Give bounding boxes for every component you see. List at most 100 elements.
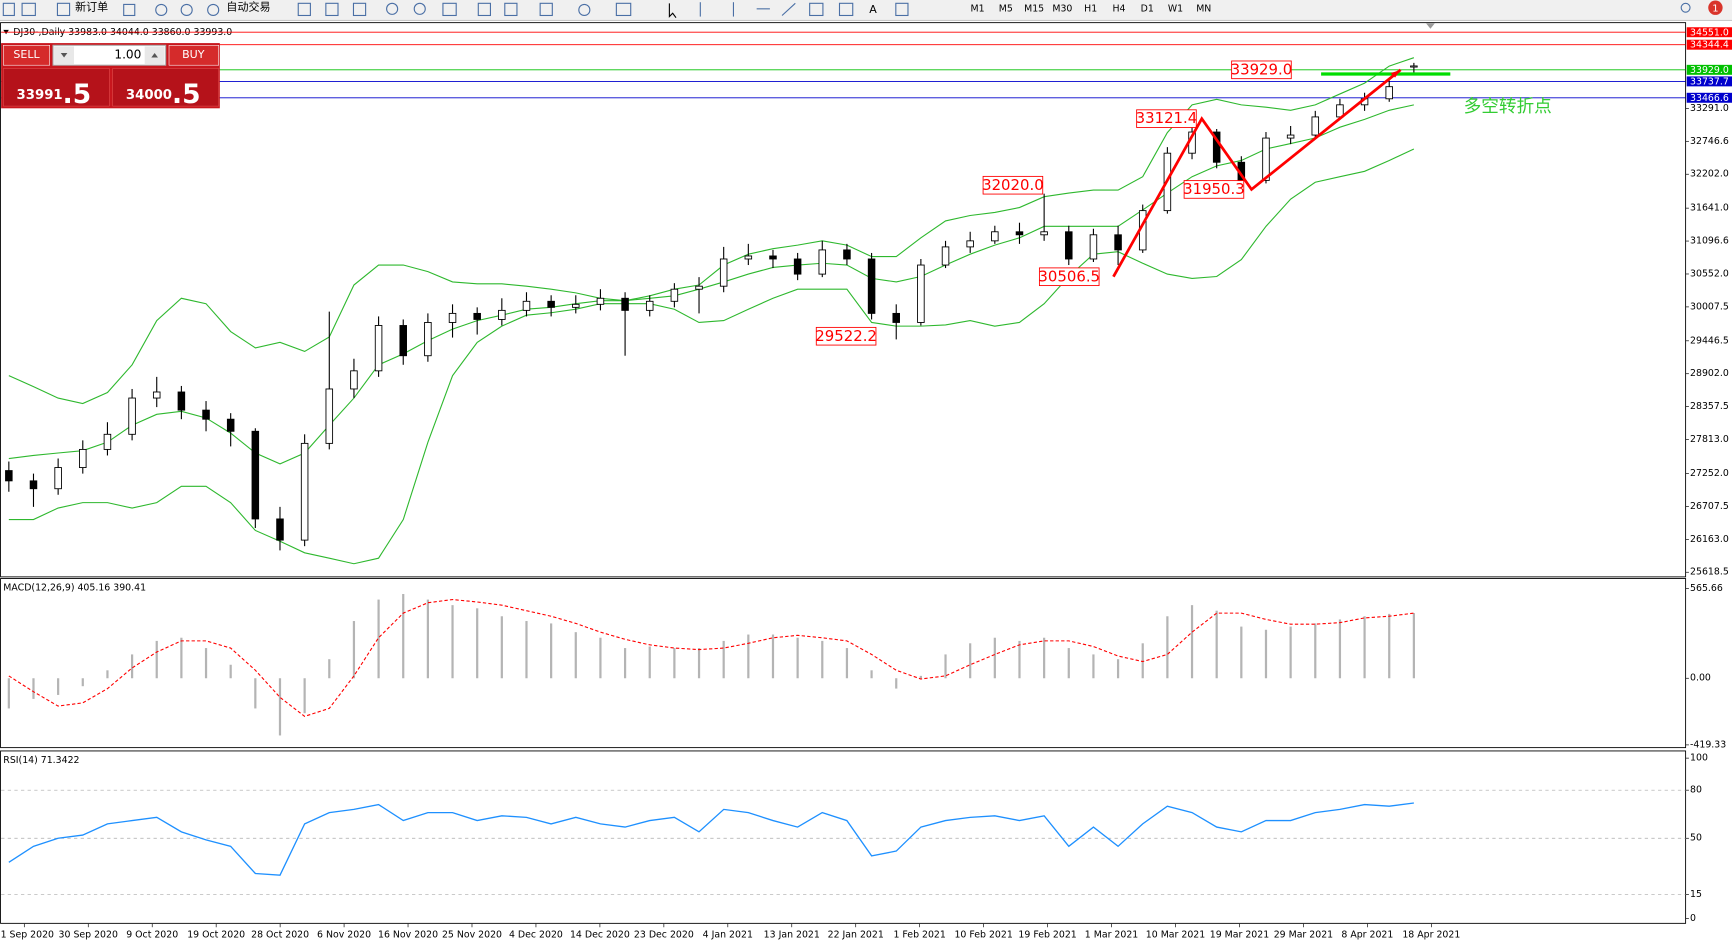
notification-badge[interactable] [1708, 0, 1723, 15]
candle-body [843, 249, 851, 260]
icon[interactable] [386, 2, 399, 15]
arrow-head [1390, 69, 1401, 78]
y-tick-label: 26707.5 [1690, 501, 1729, 512]
macd-bar [1043, 637, 1046, 679]
macd-bar [1018, 640, 1021, 679]
candle-body [103, 433, 112, 450]
sell-label: SELL [13, 48, 40, 61]
icon[interactable] [781, 2, 796, 16]
price-line-tag [1686, 39, 1732, 50]
timeframe-button[interactable]: W1 [1168, 3, 1183, 14]
x-tick-label: 19 Feb 2021 [1018, 929, 1076, 940]
annotation-box [982, 175, 1044, 195]
x-tick-label: 16 Nov 2020 [378, 929, 438, 940]
icon[interactable] [352, 2, 367, 17]
macd-bar [451, 605, 454, 679]
y-tick-label: 0 [1690, 913, 1696, 924]
icon[interactable] [504, 2, 518, 17]
icon[interactable] [809, 2, 824, 17]
macd-bar [919, 675, 922, 679]
candle-body [251, 430, 260, 520]
timeframe-button[interactable]: M1 [971, 3, 985, 14]
macd-bar [1289, 626, 1292, 679]
search-icon[interactable] [1680, 2, 1691, 13]
candle-body [1262, 137, 1270, 181]
price-line-label: 33737.7 [1690, 76, 1729, 87]
ask-box[interactable] [112, 68, 219, 107]
icon[interactable] [207, 3, 220, 17]
macd-bar [870, 670, 873, 679]
macd-bar [821, 640, 824, 679]
macd-signal [8, 598, 1414, 717]
icon[interactable] [123, 3, 136, 17]
candle-body [226, 418, 235, 432]
candle-body [325, 388, 334, 444]
y-tick-label: 80 [1690, 785, 1702, 796]
macd-bar [1314, 623, 1317, 679]
macd-bar [32, 678, 35, 699]
macd-bar [525, 621, 528, 679]
icon[interactable] [413, 2, 426, 15]
y-tick-label: 25618.5 [1690, 567, 1729, 578]
x-tick-label: 8 Apr 2021 [1341, 929, 1393, 940]
candle-body [1015, 231, 1024, 236]
annotation-box [1136, 109, 1197, 128]
macd-bar [254, 678, 257, 709]
icon[interactable] [578, 3, 591, 17]
timeframe-button[interactable]: M15 [1024, 3, 1044, 14]
candle-body [29, 480, 38, 490]
toolbar-button[interactable]: 自动交易 [226, 0, 270, 14]
text-tool[interactable]: A [869, 3, 877, 16]
macd-bar [1363, 616, 1366, 679]
icon[interactable] [442, 2, 457, 17]
macd-bar [204, 648, 208, 679]
lot-input[interactable] [52, 44, 167, 66]
timeframe-button[interactable]: H1 [1084, 3, 1097, 14]
sell-button[interactable] [3, 45, 50, 66]
icon[interactable] [477, 2, 491, 17]
x-tick-label: 10 Feb 2021 [954, 929, 1012, 940]
buy-button[interactable] [168, 45, 219, 66]
bid-box[interactable] [3, 68, 110, 107]
x-tick-label: 23 Dec 2020 [634, 929, 694, 940]
timeframe-button[interactable]: D1 [1141, 3, 1154, 14]
icon[interactable] [325, 2, 339, 17]
y-tick-label: 28357.5 [1690, 401, 1729, 412]
timeframe-button[interactable]: M5 [999, 3, 1013, 14]
icon[interactable] [297, 2, 311, 17]
macd-title: MACD(12,26,9) 405.16 390.41 [3, 582, 146, 593]
candle-body [1385, 86, 1393, 100]
macd-bar [1116, 659, 1120, 679]
icon[interactable] [56, 2, 71, 17]
candle-body [1040, 231, 1048, 236]
icon[interactable] [615, 2, 632, 17]
y-tick-label: 50 [1690, 833, 1702, 844]
icon[interactable] [895, 2, 909, 17]
macd-bar [969, 643, 972, 679]
macd-bar [1067, 648, 1070, 679]
candle-body [473, 312, 481, 320]
icon[interactable] [21, 2, 36, 17]
toolbar-button[interactable]: 新订单 [75, 0, 108, 14]
rsi-panel [0, 750, 1687, 924]
timeframe-button[interactable]: MN [1196, 3, 1211, 14]
icon[interactable] [180, 3, 193, 17]
bid-price: 33991.5 [17, 79, 92, 110]
candle-body [867, 258, 876, 314]
icon[interactable] [2, 2, 15, 17]
timeframe-button[interactable]: H4 [1112, 3, 1125, 14]
macd-bar [352, 621, 356, 679]
x-tick-label: 25 Nov 2020 [442, 929, 502, 940]
cursor-icon[interactable] [668, 3, 677, 19]
x-tick-label: 9 Oct 2020 [126, 929, 178, 940]
candle-body [941, 246, 950, 266]
y-tick-label: 31096.6 [1690, 236, 1729, 247]
icon[interactable] [838, 2, 854, 17]
macd-bar [402, 594, 405, 679]
candle-body [719, 258, 728, 287]
icon[interactable] [539, 2, 553, 17]
icon[interactable] [155, 3, 168, 17]
candle-body [547, 300, 555, 308]
y-tick-label: 26163.0 [1690, 534, 1729, 545]
timeframe-button[interactable]: M30 [1052, 3, 1072, 14]
